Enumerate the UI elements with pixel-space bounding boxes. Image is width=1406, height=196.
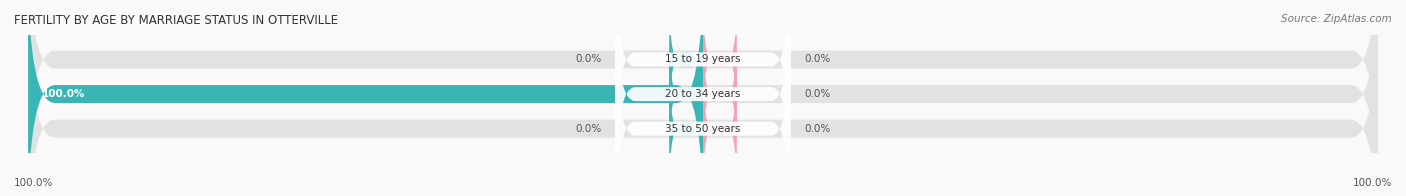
- FancyBboxPatch shape: [616, 0, 790, 191]
- FancyBboxPatch shape: [616, 0, 790, 156]
- FancyBboxPatch shape: [28, 0, 1378, 196]
- Text: 100.0%: 100.0%: [1353, 178, 1392, 188]
- Text: FERTILITY BY AGE BY MARRIAGE STATUS IN OTTERVILLE: FERTILITY BY AGE BY MARRIAGE STATUS IN O…: [14, 14, 339, 27]
- Text: 0.0%: 0.0%: [575, 124, 602, 134]
- FancyBboxPatch shape: [616, 32, 790, 196]
- Text: 15 to 19 years: 15 to 19 years: [665, 54, 741, 64]
- FancyBboxPatch shape: [669, 66, 703, 191]
- FancyBboxPatch shape: [669, 0, 703, 122]
- Text: 0.0%: 0.0%: [575, 54, 602, 64]
- Text: Source: ZipAtlas.com: Source: ZipAtlas.com: [1281, 14, 1392, 24]
- Text: 35 to 50 years: 35 to 50 years: [665, 124, 741, 134]
- FancyBboxPatch shape: [28, 0, 1378, 189]
- Text: 0.0%: 0.0%: [804, 89, 831, 99]
- FancyBboxPatch shape: [669, 32, 703, 157]
- Text: 0.0%: 0.0%: [804, 54, 831, 64]
- FancyBboxPatch shape: [703, 0, 737, 122]
- FancyBboxPatch shape: [28, 0, 1378, 196]
- FancyBboxPatch shape: [703, 32, 737, 157]
- FancyBboxPatch shape: [703, 66, 737, 191]
- FancyBboxPatch shape: [28, 0, 703, 196]
- Text: 0.0%: 0.0%: [804, 124, 831, 134]
- Text: 100.0%: 100.0%: [14, 178, 53, 188]
- Text: 20 to 34 years: 20 to 34 years: [665, 89, 741, 99]
- Text: 100.0%: 100.0%: [42, 89, 86, 99]
